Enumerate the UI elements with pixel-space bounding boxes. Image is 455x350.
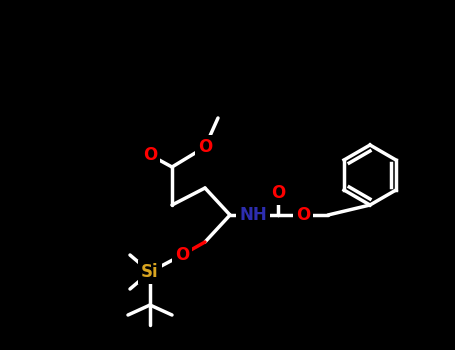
Text: O: O bbox=[198, 138, 212, 156]
Text: Si: Si bbox=[141, 263, 159, 281]
Text: O: O bbox=[271, 184, 285, 202]
Text: O: O bbox=[296, 206, 310, 224]
Text: O: O bbox=[143, 146, 157, 164]
Text: NH: NH bbox=[239, 206, 267, 224]
Text: O: O bbox=[175, 246, 189, 264]
